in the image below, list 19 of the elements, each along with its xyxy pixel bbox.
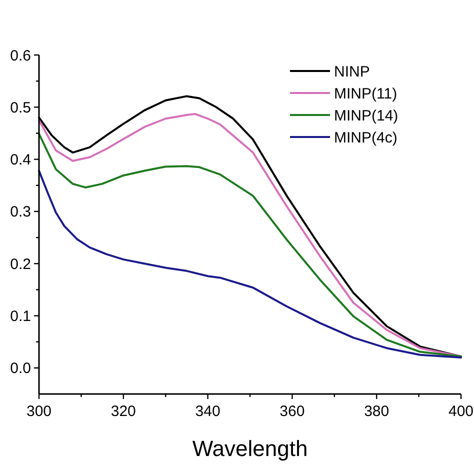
- x-tick-label: 380: [364, 403, 390, 420]
- legend-label: MINP(4c): [334, 129, 398, 146]
- y-tick-label: 0.5: [10, 99, 31, 116]
- x-tick-label: 360: [280, 403, 305, 420]
- legend-label: MINP(14): [334, 107, 398, 124]
- y-tick-label: 0.3: [10, 204, 31, 221]
- x-axis-title: Wavelength: [192, 436, 308, 461]
- legend-label: MINP(11): [334, 85, 398, 102]
- x-tick-label: 300: [26, 403, 52, 420]
- legend-label: NINP: [334, 63, 370, 80]
- y-tick-label: 0.0: [10, 360, 31, 378]
- y-tick-label: 0.2: [10, 256, 31, 273]
- y-tick-label: 0.1: [10, 308, 31, 326]
- y-tick-label: 0.6: [10, 47, 31, 64]
- line-series: [38, 170, 462, 358]
- y-tick-label: 0.4: [10, 152, 31, 169]
- x-tick-label: 320: [110, 403, 136, 420]
- x-tick-label: 400: [448, 403, 474, 420]
- x-tick-label: 340: [195, 403, 220, 420]
